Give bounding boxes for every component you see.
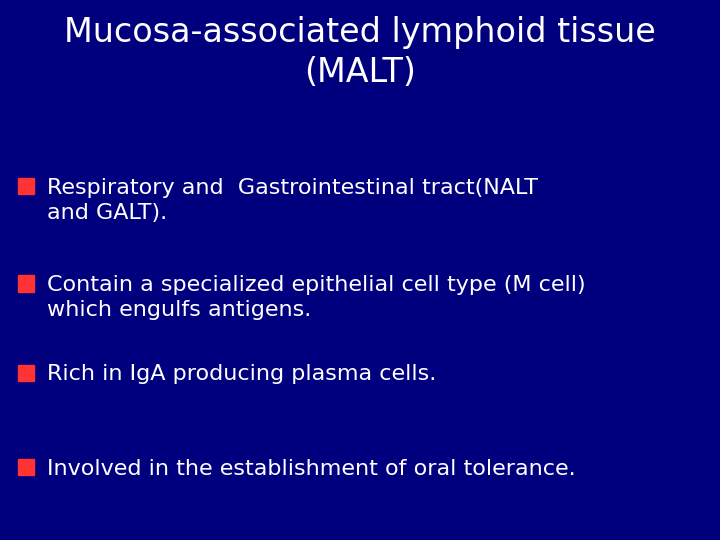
FancyBboxPatch shape xyxy=(18,364,34,381)
FancyBboxPatch shape xyxy=(18,275,34,292)
Text: Rich in IgA producing plasma cells.: Rich in IgA producing plasma cells. xyxy=(47,364,436,384)
Text: Contain a specialized epithelial cell type (M cell)
which engulfs antigens.: Contain a specialized epithelial cell ty… xyxy=(47,275,585,320)
FancyBboxPatch shape xyxy=(18,459,34,475)
Text: Respiratory and  Gastrointestinal tract(NALT
and GALT).: Respiratory and Gastrointestinal tract(N… xyxy=(47,178,538,223)
Text: Involved in the establishment of oral tolerance.: Involved in the establishment of oral to… xyxy=(47,459,575,479)
Text: Mucosa-associated lymphoid tissue
(MALT): Mucosa-associated lymphoid tissue (MALT) xyxy=(64,16,656,89)
FancyBboxPatch shape xyxy=(18,178,34,194)
